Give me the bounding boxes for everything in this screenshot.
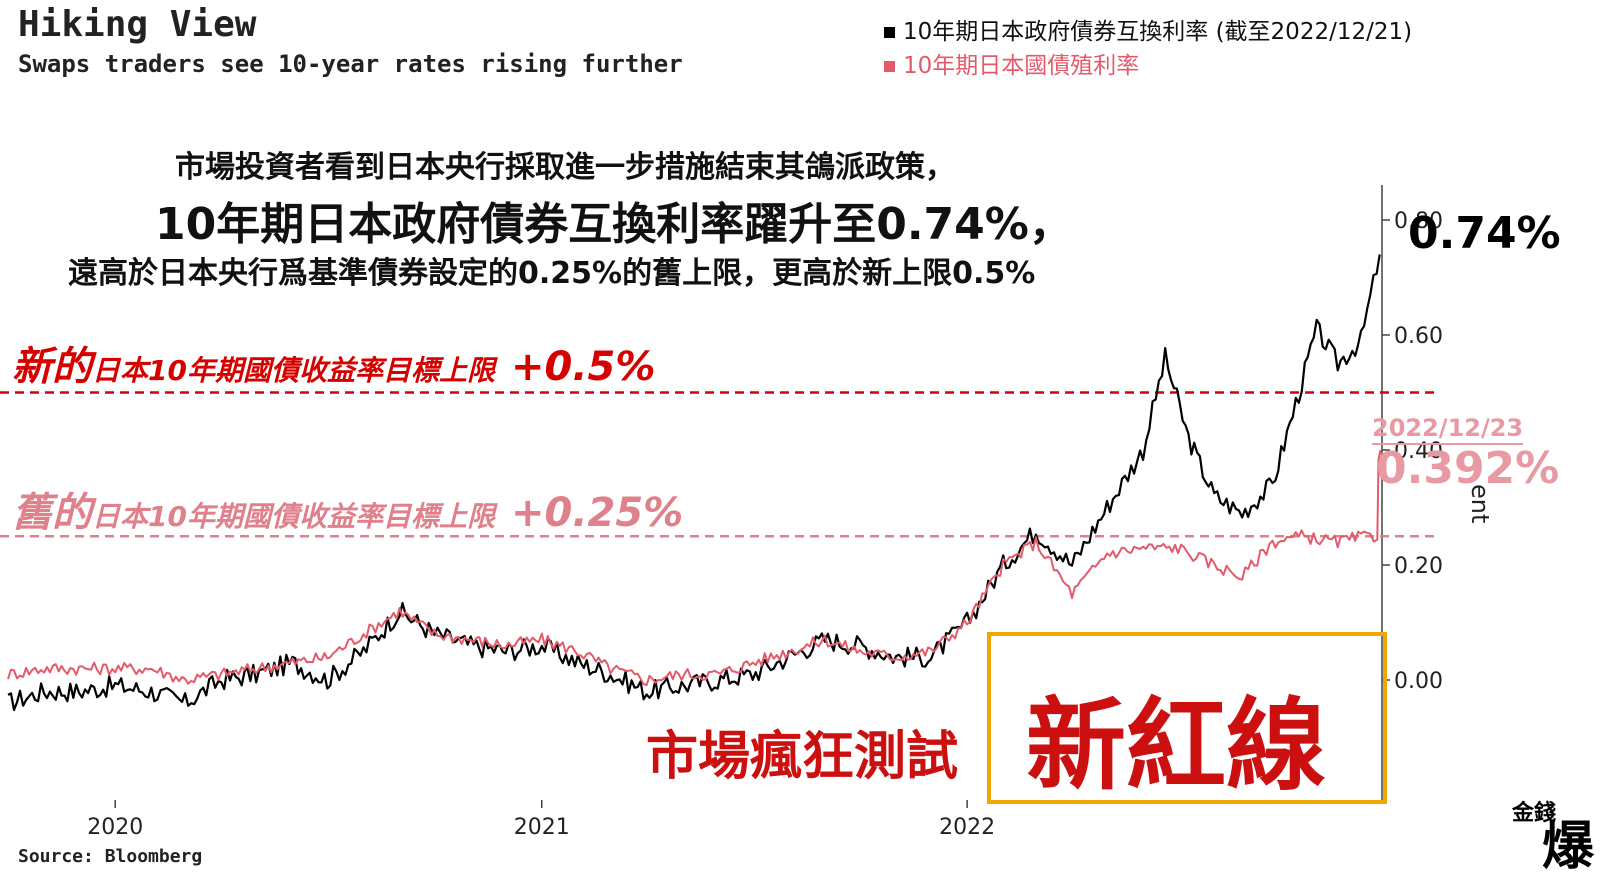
x-tick-label-1: 2021 bbox=[514, 815, 570, 840]
highlight-box bbox=[987, 632, 1387, 804]
logo-small-text: 金錢 bbox=[1512, 801, 1557, 826]
old-limit-text: 日本10年期國債收益率目標上限 bbox=[92, 500, 495, 533]
old-limit-value: +0.25% bbox=[510, 490, 684, 536]
new-limit-text: 日本10年期國債收益率目標上限 bbox=[92, 354, 495, 387]
logo: 金錢 爆 bbox=[1512, 798, 1594, 878]
chart-subtitle: Swaps traders see 10-year rates rising f… bbox=[18, 50, 683, 78]
series-line-swap bbox=[7, 254, 1381, 712]
annotation-line-2: 10年期日本政府債券互換利率躍升至0.74%， bbox=[155, 199, 1073, 250]
legend-item-jgb: 10年期日本國債殖利率 bbox=[884, 46, 1412, 80]
old-limit-big: 舊的 bbox=[12, 490, 92, 536]
y-tick-label-0: 0.00 bbox=[1394, 669, 1443, 694]
source-note: Source: Bloomberg bbox=[18, 846, 203, 867]
annotation-line-3: 遠高於日本央行爲基準債券設定的0.25%的舊上限，更高於新上限0.5% bbox=[68, 256, 1036, 291]
y-tick-label-4: 0.80 bbox=[1394, 209, 1443, 234]
y-tick-label-1: 0.20 bbox=[1394, 554, 1443, 579]
yield-value-label: 0.392% bbox=[1376, 443, 1560, 494]
x-ticks: 2020 2021 2022 bbox=[87, 800, 995, 840]
legend-label-swap: 10年期日本政府債券互換利率 (截至2022/12/21) bbox=[903, 19, 1413, 45]
caption-right: 新紅線 bbox=[1026, 687, 1326, 804]
legend: 10年期日本政府債券互換利率 (截至2022/12/21) 10年期日本國債殖利… bbox=[884, 12, 1412, 80]
x-tick-label-2: 2022 bbox=[939, 815, 995, 840]
y-tick-label-3: 0.60 bbox=[1394, 324, 1443, 349]
new-limit-value: +0.5% bbox=[510, 344, 656, 390]
logo-big-text: 爆 bbox=[1542, 817, 1595, 877]
old-limit-label: 舊的日本10年期國債收益率目標上限 +0.25% bbox=[12, 480, 683, 538]
annotation-line-1: 市場投資者看到日本央行採取進一步措施結束其鴿派政策， bbox=[175, 150, 955, 185]
series-line-jgb bbox=[7, 450, 1383, 687]
legend-label-jgb: 10年期日本國債殖利率 bbox=[903, 53, 1140, 79]
legend-swatch-jgb bbox=[884, 61, 895, 72]
legend-item-swap: 10年期日本政府債券互換利率 (截至2022/12/21) bbox=[884, 12, 1412, 46]
chart-title: Hiking View bbox=[18, 4, 257, 45]
swap-latest-label: 0.74% bbox=[1408, 208, 1561, 259]
yield-date-label: 2022/12/23 bbox=[1372, 414, 1524, 445]
new-limit-big: 新的 bbox=[12, 344, 92, 390]
new-limit-label: 新的日本10年期國債收益率目標上限 +0.5% bbox=[12, 334, 655, 392]
reference-lines bbox=[0, 391, 1440, 538]
legend-swatch-swap bbox=[884, 27, 895, 38]
x-tick-label-0: 2020 bbox=[87, 815, 143, 840]
series-lines bbox=[7, 254, 1383, 712]
y-axis-label: ent bbox=[1466, 484, 1494, 524]
caption-left: 市場瘋狂測試 bbox=[646, 727, 959, 787]
